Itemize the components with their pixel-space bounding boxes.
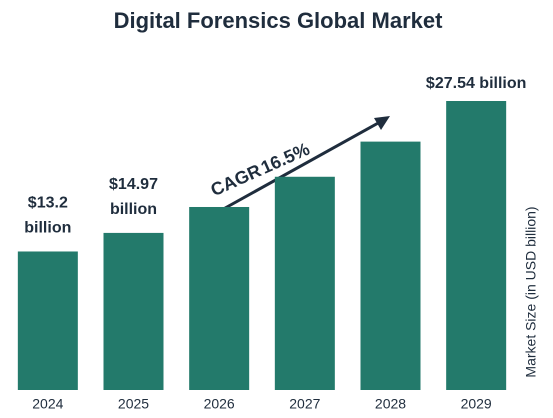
x-tick-label: 2029 — [461, 396, 492, 412]
value-label: $14.97 billion — [109, 176, 158, 218]
x-tick-label: 2024 — [32, 396, 63, 412]
y-axis-label: Market Size (in USD billion) — [523, 206, 539, 377]
cagr-value: 16.5% — [258, 139, 313, 178]
x-tick-label: 2028 — [375, 396, 406, 412]
chart-title: Digital Forensics Global Market — [114, 8, 444, 33]
x-tick-label: 2026 — [204, 396, 235, 412]
cagr-label: CAGR — [208, 160, 265, 200]
bar — [274, 176, 335, 390]
value-label: $27.54 billion — [426, 75, 526, 92]
cagr-arrow — [199, 120, 381, 224]
cagr-arrow-head — [374, 116, 390, 130]
x-tick-label: 2027 — [289, 396, 320, 412]
bar — [103, 232, 164, 390]
bar — [189, 206, 250, 390]
bar — [446, 101, 507, 390]
x-tick-label: 2025 — [118, 396, 149, 412]
value-label: $13.2 billion — [24, 195, 71, 237]
bar — [17, 251, 78, 390]
bar — [360, 141, 421, 390]
